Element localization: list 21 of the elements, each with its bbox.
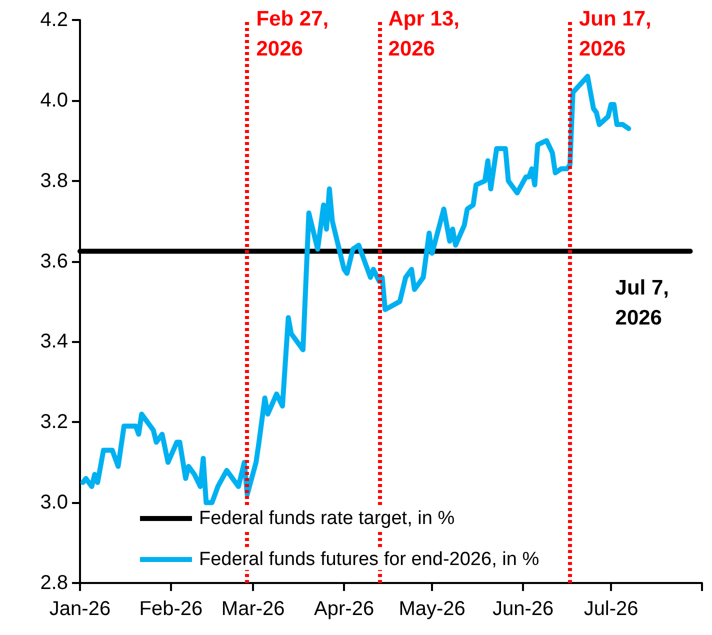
y-tick-label: 3.4	[40, 330, 68, 353]
ref-line-label: Jun 17, 2026	[578, 8, 658, 60]
x-tick-label: Apr-26	[314, 598, 374, 620]
y-tick-label: 2.8	[40, 572, 68, 594]
y-tick-label: 3.2	[40, 411, 68, 434]
x-tick-label: Feb-26	[139, 598, 203, 620]
y-tick-label: 3.8	[40, 170, 68, 192]
ref-line-label: Feb 27, 2026	[256, 8, 334, 60]
x-tick-label: May-26	[398, 598, 466, 620]
legend-label: Federal funds rate target, in %	[199, 508, 455, 529]
y-tick-label: 4.2	[40, 9, 68, 31]
y-tick-label: 4.0	[40, 89, 68, 112]
x-tick-label: Jul-26	[584, 598, 638, 620]
legend-label: Federal funds futures for end-2026, in %	[199, 549, 540, 570]
x-tick-label: Jan-26	[49, 598, 111, 620]
annotation: Jul 7, 2026	[615, 276, 675, 330]
y-tick-label: 3.6	[40, 250, 68, 272]
x-tick-label: Mar-26	[221, 598, 285, 620]
x-tick-label: Jun-26	[492, 598, 554, 620]
ref-line-label: Apr 13, 2026	[388, 8, 466, 60]
y-tick-label: 3.0	[40, 492, 68, 514]
